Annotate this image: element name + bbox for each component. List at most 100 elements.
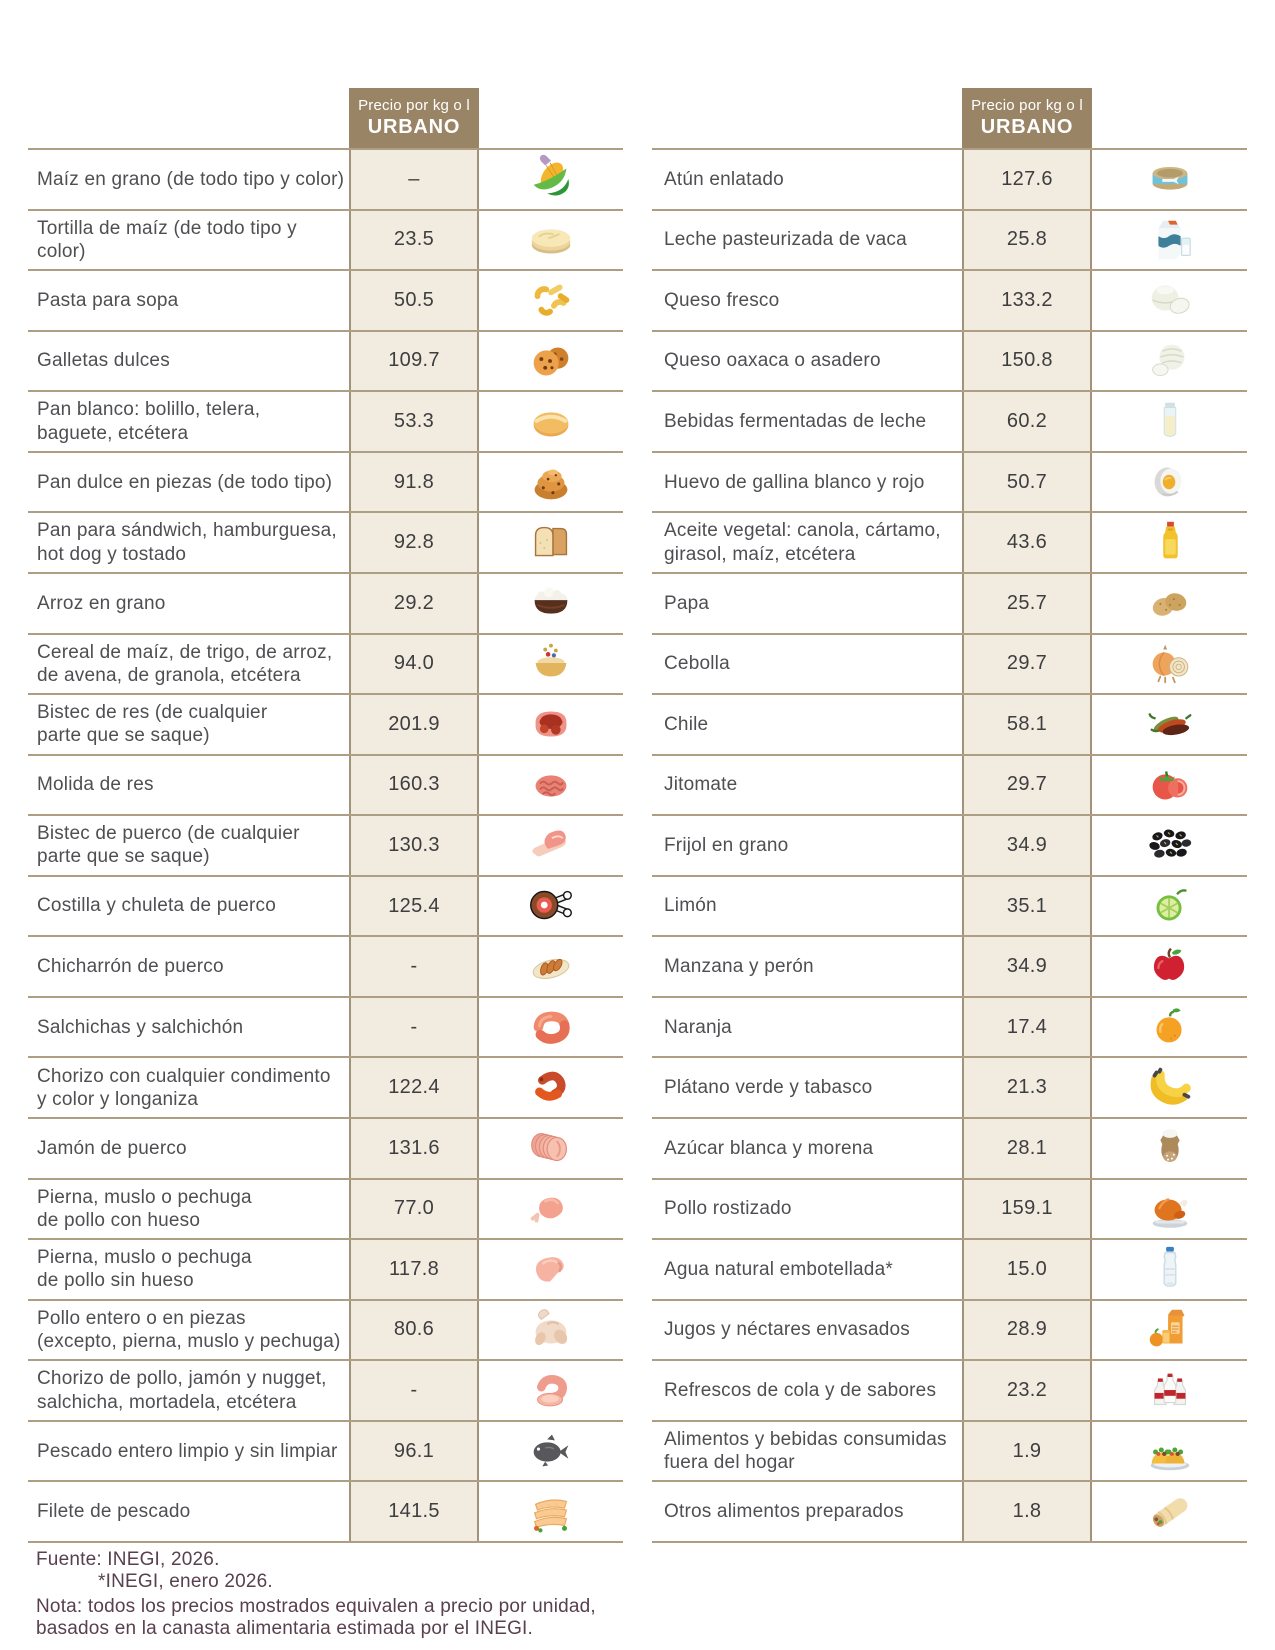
item-price: 141.5 (349, 1482, 479, 1541)
item-price: 60.2 (962, 392, 1092, 451)
item-label: Pollo rostizado (664, 1198, 792, 1220)
item-label: Agua natural embotellada* (664, 1258, 893, 1280)
table-row: Maíz en grano (de todo tipo y color) – (28, 150, 623, 211)
item-price: 21.3 (962, 1058, 1092, 1117)
item-label: Pierna, muslo o pechuga de pollo sin hue… (37, 1247, 252, 1292)
table-row: Otros alimentos preparados 1.8 (652, 1482, 1247, 1543)
juice-carton-icon (1092, 1301, 1247, 1360)
item-price: 35.1 (962, 876, 1092, 936)
ham-slices-icon (479, 1119, 623, 1178)
rice-bowl-icon (479, 574, 623, 633)
water-bottle-icon (1092, 1240, 1247, 1299)
table-row: Agua natural embotellada* 15.0 (652, 1240, 1247, 1301)
table-row: Salchichas y salchichón - (28, 997, 623, 1059)
oaxaca-cheese-icon (1092, 332, 1247, 391)
item-price: 43.6 (962, 513, 1092, 572)
table-row: Galletas dulces 109.7 (28, 331, 623, 393)
table-row: Jamón de puerco 131.6 (28, 1119, 623, 1180)
item-label: Chorizo de pollo, jamón y nugget, salchi… (37, 1368, 327, 1413)
item-price: 117.8 (349, 1240, 479, 1299)
table-row: Jitomate 29.7 (652, 755, 1247, 817)
chicken-breast-icon (479, 1240, 623, 1299)
whole-chicken-icon (479, 1301, 623, 1360)
item-label: Frijol en grano (664, 834, 789, 856)
item-price: 1.8 (962, 1482, 1092, 1541)
price-table-right: Precio por kg o l URBANO Atún enlatado 12… (652, 88, 1247, 1543)
table-row: Arroz en grano 29.2 (28, 573, 623, 635)
bread-roll-icon (479, 392, 623, 451)
table-row: Papa 25.7 (652, 573, 1247, 635)
item-label: Queso fresco (664, 289, 780, 311)
table-row: Pan blanco: bolillo, telera, baguete, et… (28, 392, 623, 453)
item-price: 53.3 (349, 392, 479, 451)
potato-icon (1092, 574, 1247, 633)
table-row: Bebidas fermentadas de leche 60.2 (652, 392, 1247, 453)
item-price: 25.7 (962, 573, 1092, 633)
item-price: 28.9 (962, 1300, 1092, 1360)
item-price: 29.7 (962, 755, 1092, 815)
urbano-label: URBANO (980, 116, 1074, 138)
fresh-cheese-icon (1092, 271, 1247, 330)
orange-icon (1092, 998, 1247, 1057)
table-row: Leche pasteurizada de vaca 25.8 (652, 210, 1247, 272)
source-line-2: *INEGI, enero 2026. (98, 1571, 273, 1592)
urbano-label: URBANO (367, 116, 461, 138)
source-line-1: Fuente: INEGI, 2026. (36, 1549, 220, 1570)
table-row: Pescado entero limpio y sin limpiar 96.1 (28, 1421, 623, 1483)
table-row: Pierna, muslo o pechuga de pollo sin hue… (28, 1240, 623, 1301)
item-price: 150.8 (962, 331, 1092, 391)
item-label: Pierna, muslo o pechuga de pollo con hue… (37, 1186, 252, 1231)
item-price: 50.7 (962, 452, 1092, 512)
sandwich-bread-icon (479, 513, 623, 572)
item-price: 15.0 (962, 1240, 1092, 1299)
chicken-leg-icon (479, 1180, 623, 1239)
fermented-milk-icon (1092, 392, 1247, 451)
item-label: Chicharrón de puerco (37, 956, 224, 977)
item-price: 91.8 (349, 452, 479, 512)
item-price: 23.5 (349, 210, 479, 270)
item-label: Atún enlatado (664, 168, 784, 190)
table-row: Huevo de gallina blanco y rojo 50.7 (652, 452, 1247, 514)
item-label: Salchichas y salchichón (37, 1016, 244, 1038)
item-price: - (349, 1361, 479, 1420)
item-price: 92.8 (349, 513, 479, 572)
tacos-icon (1092, 1422, 1247, 1481)
item-label: Pan dulce en piezas (de todo tipo) (37, 471, 333, 493)
beef-steak-icon (479, 695, 623, 754)
tomato-icon (1092, 756, 1247, 815)
cold-cuts-icon (479, 1361, 623, 1420)
price-unit-label: Precio por kg o l (971, 97, 1083, 114)
item-price: 25.8 (962, 210, 1092, 270)
lime-icon (1092, 877, 1247, 936)
item-price: 160.3 (349, 755, 479, 815)
table-row: Bistec de puerco (de cualquier parte que… (28, 816, 623, 877)
table-row: Cereal de maíz, de trigo, de arroz, de a… (28, 634, 623, 696)
roast-chicken-icon (1092, 1180, 1247, 1239)
item-price: 133.2 (962, 271, 1092, 330)
table-row: Plátano verde y tabasco 21.3 (652, 1058, 1247, 1119)
price-header-right: Precio por kg o l URBANO (962, 88, 1092, 148)
table-row: Pan dulce en piezas (de todo tipo) 91.8 (28, 452, 623, 514)
oil-bottle-icon (1092, 513, 1247, 572)
table-row: Pierna, muslo o pechuga de pollo con hue… (28, 1179, 623, 1241)
table-row: Pollo rostizado 159.1 (652, 1179, 1247, 1241)
sugar-sack-icon (1092, 1119, 1247, 1178)
table-row: Atún enlatado 127.6 (652, 150, 1247, 211)
tuna-can-icon (1092, 150, 1247, 209)
table-row: Filete de pescado 141.5 (28, 1482, 623, 1543)
item-label: Molida de res (37, 774, 154, 796)
beans-icon (1092, 816, 1247, 875)
item-price: 131.6 (349, 1119, 479, 1178)
chili-icon (1092, 695, 1247, 754)
item-price: 1.9 (962, 1421, 1092, 1481)
table-row: Chicharrón de puerco - (28, 937, 623, 998)
table-row: Bistec de res (de cualquier parte que se… (28, 695, 623, 756)
table-row: Tortilla de maíz (de todo tipo y color) 2… (28, 210, 623, 272)
milk-carton-icon (1092, 211, 1247, 270)
item-price: 94.0 (349, 634, 479, 694)
table-row: Manzana y perón 34.9 (652, 937, 1247, 998)
ham-leg-icon (479, 877, 623, 936)
table-row: Queso fresco 133.2 (652, 271, 1247, 332)
item-price: 130.3 (349, 816, 479, 875)
item-price: 58.1 (962, 695, 1092, 754)
